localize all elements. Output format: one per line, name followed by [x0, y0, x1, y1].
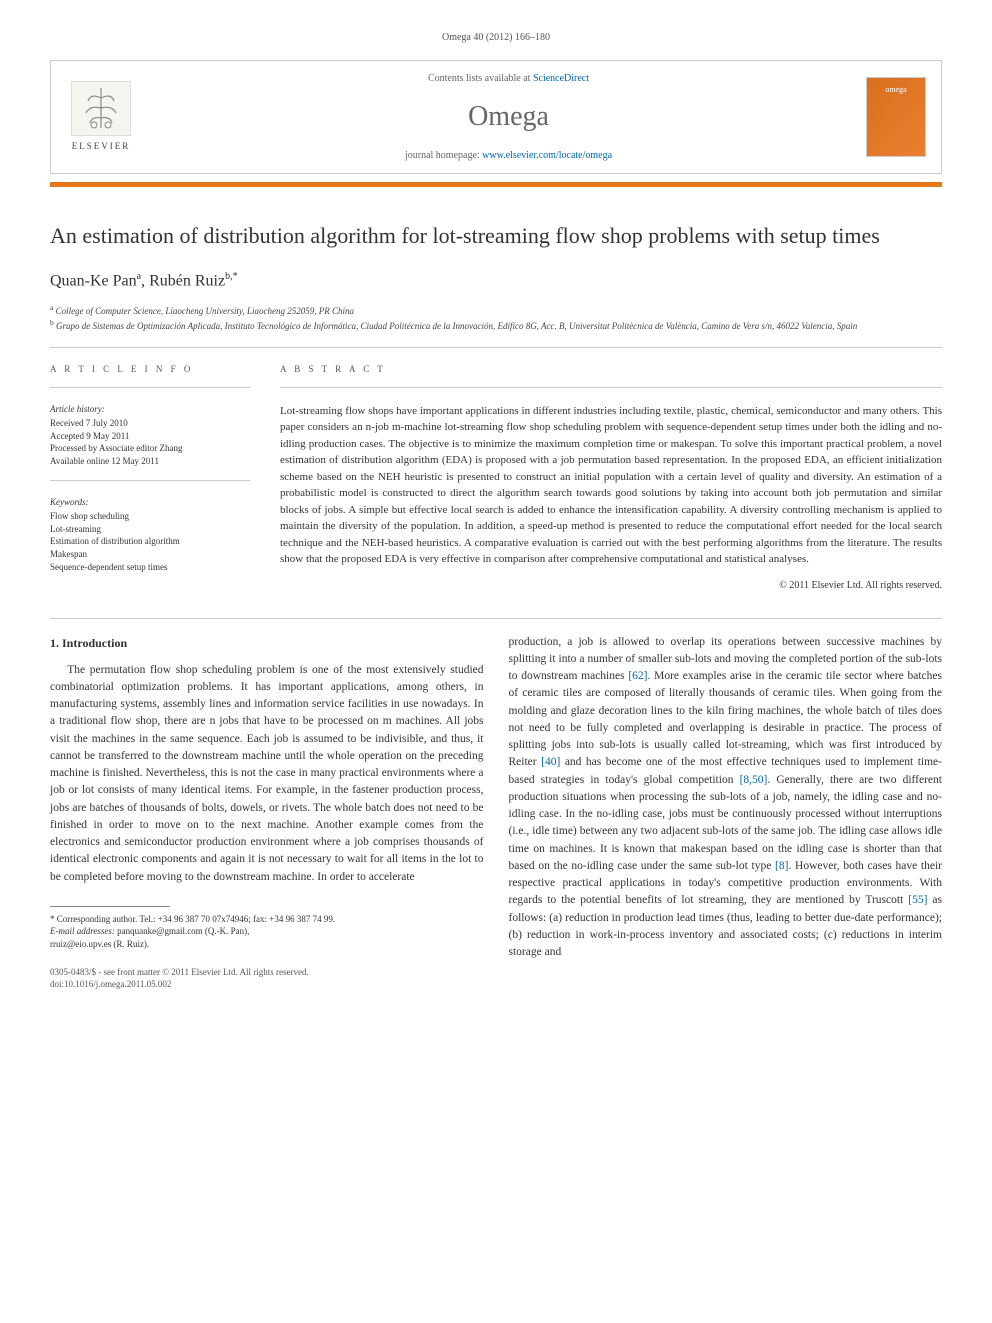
abstract-divider: [280, 387, 942, 388]
info-abstract-row: A R T I C L E I N F O Article history: R…: [50, 363, 942, 593]
abstract-heading: A B S T R A C T: [280, 363, 942, 377]
info-divider: [50, 387, 250, 388]
corresponding-author-note: * Corresponding author. Tel.: +34 96 387…: [50, 913, 484, 926]
footnotes-block: * Corresponding author. Tel.: +34 96 387…: [50, 913, 484, 951]
section-divider: [50, 347, 942, 348]
publisher-name: ELSEVIER: [72, 140, 131, 154]
footer-copyright: 0305-0483/$ - see front matter © 2011 El…: [50, 966, 484, 979]
abstract-column: A B S T R A C T Lot-streaming flow shops…: [280, 363, 942, 593]
sciencedirect-link[interactable]: ScienceDirect: [533, 73, 589, 84]
abstract-copyright: © 2011 Elsevier Ltd. All rights reserved…: [280, 578, 942, 593]
history-item: Processed by Associate editor Zhang: [50, 442, 250, 455]
keyword-item: Lot-streaming: [50, 523, 250, 536]
author-aff-sup: a: [137, 271, 141, 282]
journal-name: Omega: [151, 96, 866, 138]
history-item: Accepted 9 May 2011: [50, 430, 250, 443]
email-address: panquanke@gmail.com (Q.-K. Pan),: [117, 926, 249, 936]
author-list: Quan-Ke Pana, Rubén Ruizb,*: [50, 269, 942, 293]
keyword-item: Flow shop scheduling: [50, 510, 250, 523]
citation-link[interactable]: [8,50]: [740, 774, 768, 786]
email-label: E-mail addresses:: [50, 926, 117, 936]
body-paragraph: production, a job is allowed to overlap …: [509, 634, 943, 962]
article-info-heading: A R T I C L E I N F O: [50, 363, 250, 377]
keyword-item: Makespan: [50, 548, 250, 561]
aff-sup: a: [50, 303, 53, 312]
accent-bar: [50, 182, 942, 187]
body-text-run: . More examples arise in the ceramic til…: [509, 670, 943, 768]
cover-label: omega: [885, 84, 906, 96]
author-aff-sup: b,*: [225, 271, 238, 282]
citation-link[interactable]: [55]: [908, 894, 927, 906]
affiliation-item: a College of Computer Science, Liaocheng…: [50, 303, 942, 318]
author-name: Rubén Ruiz: [149, 272, 225, 289]
email-address: rruiz@eio.upv.es (R. Ruiz).: [50, 938, 484, 951]
footer-doi: doi:10.1016/j.omega.2011.05.002: [50, 978, 484, 991]
homepage-line: journal homepage: www.elsevier.com/locat…: [151, 148, 866, 163]
page-citation-header: Omega 40 (2012) 166–180: [50, 30, 942, 45]
body-column-left: 1. Introduction The permutation flow sho…: [50, 634, 484, 991]
footnote-separator: [50, 906, 170, 907]
contents-prefix: Contents lists available at: [428, 73, 533, 84]
body-column-right: production, a job is allowed to overlap …: [509, 634, 943, 991]
body-text-run: . Generally, there are two different pro…: [509, 774, 943, 872]
history-item: Received 7 July 2010: [50, 417, 250, 430]
keywords-block: Keywords: Flow shop scheduling Lot-strea…: [50, 496, 250, 574]
article-title: An estimation of distribution algorithm …: [50, 222, 942, 251]
contents-available-line: Contents lists available at ScienceDirec…: [151, 71, 866, 86]
email-line: E-mail addresses: panquanke@gmail.com (Q…: [50, 925, 484, 938]
keyword-item: Estimation of distribution algorithm: [50, 535, 250, 548]
citation-link[interactable]: [8]: [775, 860, 788, 872]
keywords-label: Keywords:: [50, 496, 250, 509]
publisher-logo: ELSEVIER: [66, 77, 136, 157]
journal-cover-thumbnail: omega: [866, 77, 926, 157]
body-two-column: 1. Introduction The permutation flow sho…: [50, 634, 942, 991]
citation-link[interactable]: [62]: [628, 670, 647, 682]
journal-header-box: ELSEVIER Contents lists available at Sci…: [50, 60, 942, 174]
abstract-text: Lot-streaming flow shops have important …: [280, 403, 942, 568]
homepage-prefix: journal homepage:: [405, 150, 482, 161]
aff-text: College of Computer Science, Liaocheng U…: [56, 306, 354, 316]
section-heading: 1. Introduction: [50, 634, 484, 652]
journal-center-block: Contents lists available at ScienceDirec…: [151, 71, 866, 163]
info-divider: [50, 480, 250, 481]
footer-block: 0305-0483/$ - see front matter © 2011 El…: [50, 966, 484, 991]
homepage-link[interactable]: www.elsevier.com/locate/omega: [482, 150, 612, 161]
elsevier-tree-icon: [71, 81, 131, 136]
keyword-item: Sequence-dependent setup times: [50, 561, 250, 574]
history-label: Article history:: [50, 403, 250, 416]
body-paragraph: The permutation flow shop scheduling pro…: [50, 662, 484, 886]
affiliation-list: a College of Computer Science, Liaocheng…: [50, 303, 942, 332]
aff-text: Grupo de Sistemas de Optimización Aplica…: [56, 321, 857, 331]
article-history-block: Article history: Received 7 July 2010 Ac…: [50, 403, 250, 468]
author-name: Quan-Ke Pan: [50, 272, 137, 289]
citation-link[interactable]: [40]: [541, 756, 560, 768]
affiliation-item: b Grupo de Sistemas de Optimización Apli…: [50, 318, 942, 333]
history-item: Available online 12 May 2011: [50, 455, 250, 468]
article-info-column: A R T I C L E I N F O Article history: R…: [50, 363, 250, 593]
aff-sup: b: [50, 318, 54, 327]
section-divider: [50, 618, 942, 619]
